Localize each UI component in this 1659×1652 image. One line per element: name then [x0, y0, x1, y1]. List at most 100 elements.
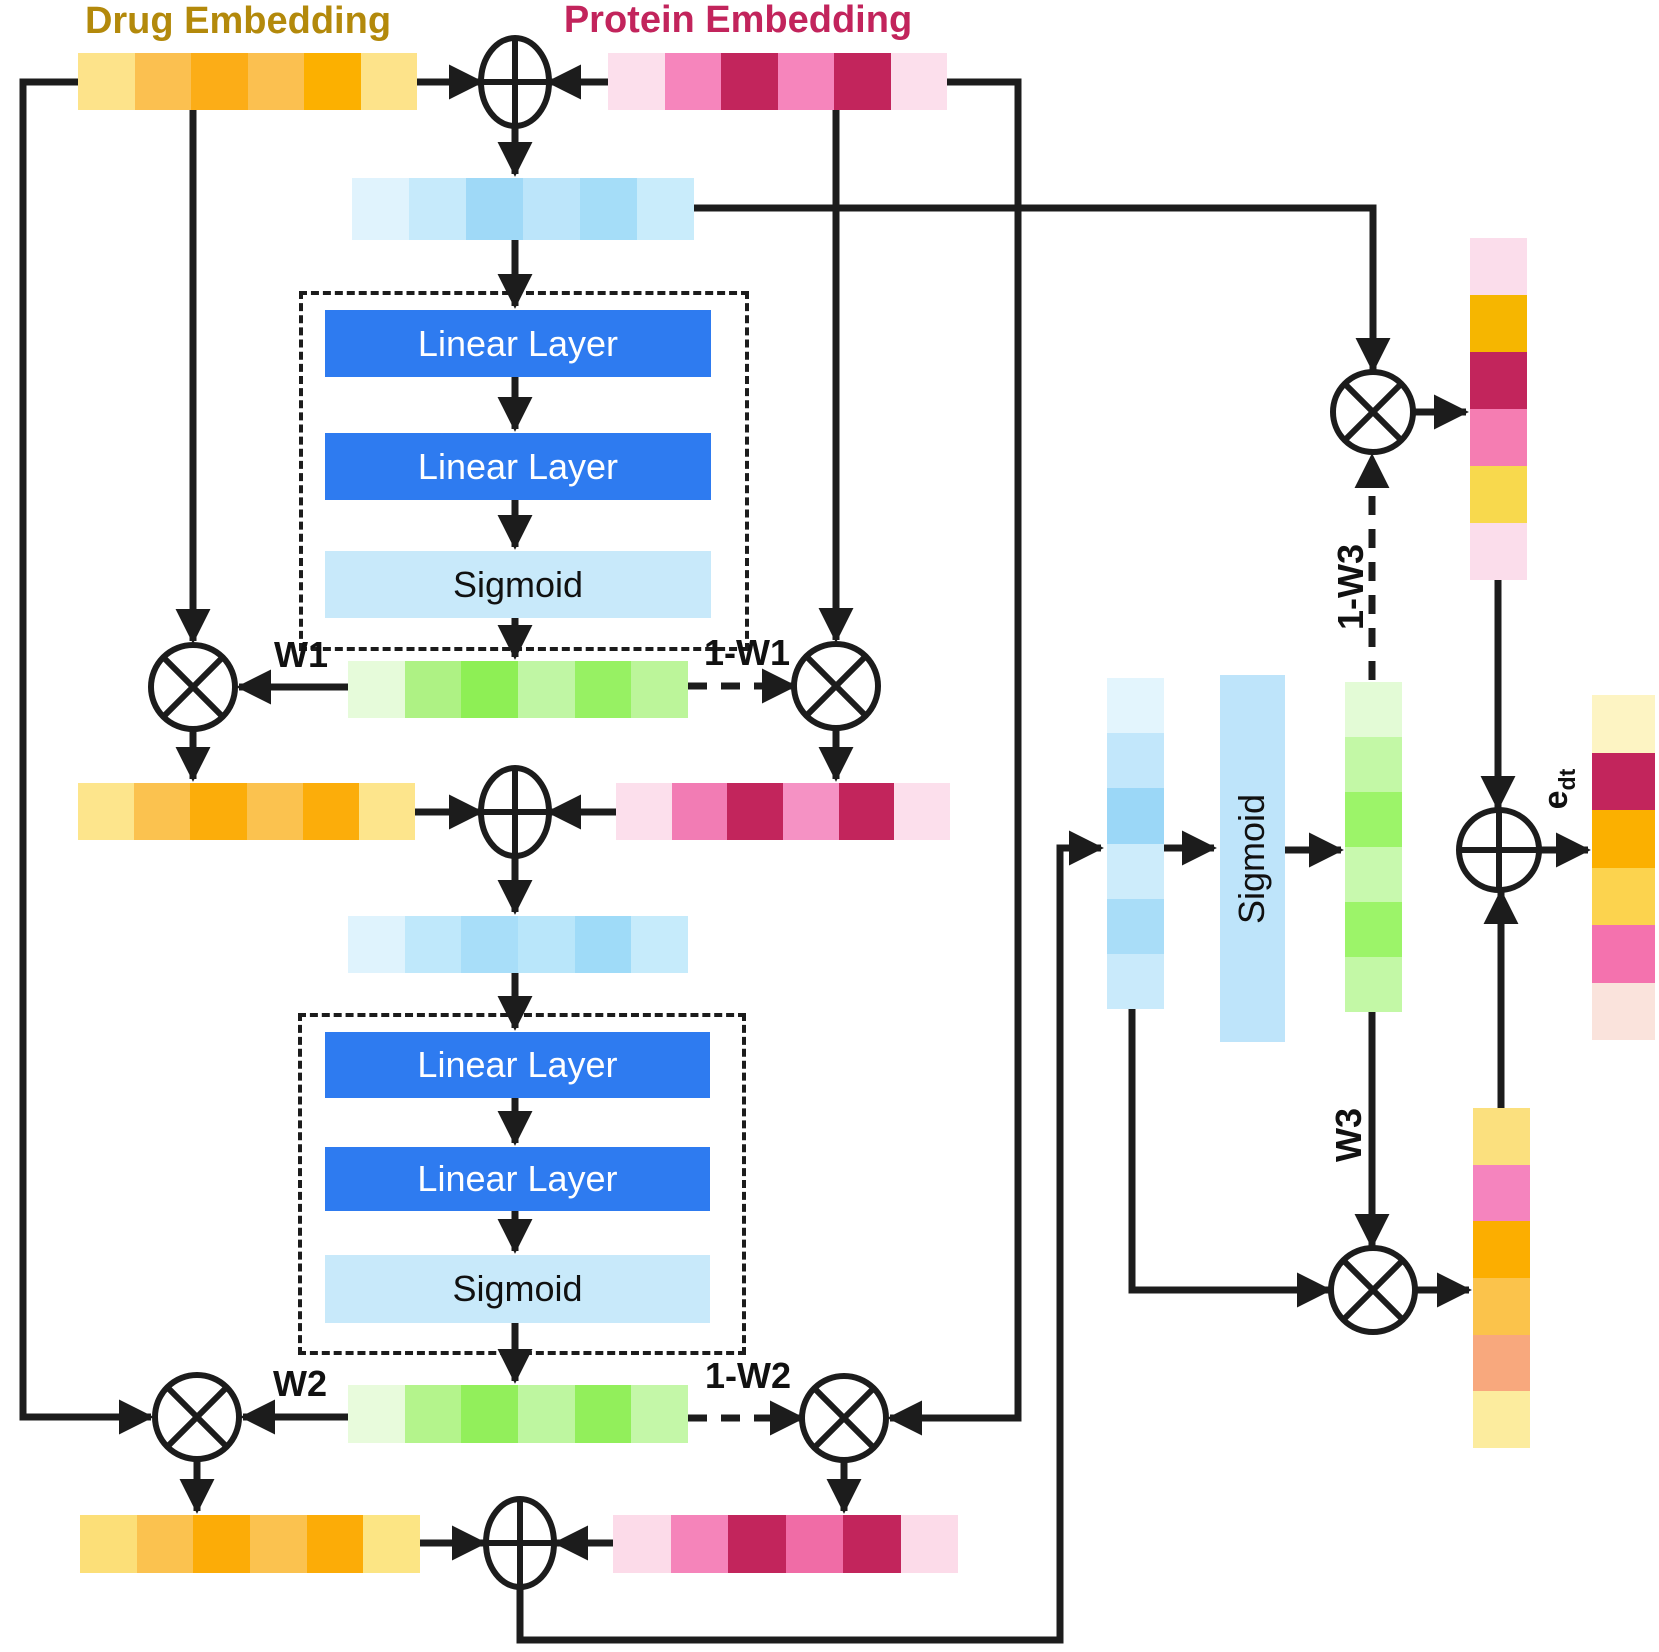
sigmoid-box-2: Sigmoid: [325, 1255, 710, 1323]
gate-weights-bar-2: [348, 1385, 689, 1443]
drug-embedding-bar-1: [78, 53, 417, 110]
fused-embedding-bar-1-cell-5: [580, 178, 637, 240]
gate-weights-bar-2-cell-1: [348, 1385, 405, 1443]
fused-embedding-bar-1: [352, 178, 694, 240]
drug-embedding-bar-3-cell-5: [306, 1515, 364, 1573]
one-minus-w3-label: 1-W3: [1330, 543, 1371, 631]
protein-embedding-bar-1-cell-3: [721, 53, 778, 110]
output-embedding-bar-cell-6: [1592, 982, 1655, 1040]
protein-embedding-bar-3: [613, 1515, 958, 1573]
drug-embedding-bar-2-cell-3: [190, 783, 247, 840]
weighted-mix-bar-top-cell-6: [1470, 523, 1527, 580]
sigmoid-box-3-label: Sigmoid: [1231, 793, 1273, 924]
protein-embedding-bar-3-cell-3: [728, 1515, 786, 1573]
weighted-mix-bar-bottom-cell-2: [1473, 1164, 1530, 1222]
multiply-op-w1-multiply-icon: [148, 642, 238, 732]
weighted-mix-bar-bottom-cell-5: [1473, 1334, 1530, 1392]
fused-embedding-bar-3: [1107, 678, 1164, 1010]
drug-embedding-bar-2: [78, 783, 416, 840]
gate-weights-bar-1: [348, 661, 689, 718]
weighted-mix-bar-top-cell-5: [1470, 466, 1527, 523]
fused-embedding-bar-1-cell-2: [409, 178, 466, 240]
drug-embedding-bar-2-cell-1: [78, 783, 135, 840]
output-embedding-bar-cell-4: [1592, 867, 1655, 925]
drug-embedding-bar-1-cell-3: [191, 53, 248, 110]
drug-embedding-bar-1-cell-1: [78, 53, 135, 110]
output-embedding-bar-cell-5: [1592, 925, 1655, 983]
fused-embedding-bar-2-cell-2: [404, 916, 462, 973]
fused-embedding-bar-2: [348, 916, 689, 973]
weighted-mix-bar-bottom-cell-6: [1473, 1391, 1530, 1449]
weighted-mix-bar-top-cell-3: [1470, 352, 1527, 409]
fused-embedding-bar-2-cell-1: [348, 916, 405, 973]
edge-drug1-skip-to-mulw2: [19, 78, 154, 1435]
output-embedding-bar-cell-1: [1592, 695, 1655, 753]
linear-layer-2b: Linear Layer: [325, 1147, 710, 1211]
drug-embedding-bar-2-cell-5: [302, 783, 359, 840]
protein-embedding-bar-3-cell-5: [843, 1515, 901, 1573]
linear-layer-2a: Linear Layer: [325, 1032, 710, 1098]
one-minus-w1-label: 1-W1: [703, 632, 791, 673]
fused-embedding-bar-3-cell-5: [1107, 898, 1164, 954]
protein-embedding-bar-1-cell-6: [890, 53, 947, 110]
drug-embedding-bar-1-cell-2: [134, 53, 191, 110]
drug-embedding-title: Drug Embedding: [84, 0, 392, 42]
protein-embedding-bar-2-cell-6: [894, 783, 951, 840]
gate-weights-bar-3-cell-4: [1345, 847, 1402, 902]
fused-embedding-bar-3-cell-3: [1107, 788, 1164, 844]
drug-embedding-bar-3-cell-3: [193, 1515, 251, 1573]
sigmoid-box-1: Sigmoid: [325, 551, 711, 618]
weighted-mix-bar-bottom-cell-1: [1473, 1108, 1530, 1165]
weighted-mix-bar-bottom: [1473, 1108, 1530, 1449]
edt-base: e: [1537, 790, 1576, 810]
fused-embedding-bar-2-cell-6: [631, 916, 689, 973]
fused-embedding-bar-2-cell-3: [461, 916, 519, 973]
drug-embedding-bar-2-cell-2: [134, 783, 191, 840]
linear-layer-2a-label: Linear Layer: [417, 1044, 618, 1085]
multiply-op-1mw3-multiply-icon: [1330, 369, 1416, 455]
multiply-op-w3-multiply-icon: [1328, 1245, 1418, 1335]
add-op-1-add-icon: [478, 35, 552, 129]
edt-subscript: dt: [1553, 768, 1580, 791]
drug-embedding-bar-2-cell-6: [358, 783, 416, 840]
w1-label: W1: [274, 634, 328, 675]
sigmoid-box-2-label: Sigmoid: [452, 1268, 583, 1309]
fused-embedding-bar-3-cell-1: [1107, 678, 1164, 734]
drug-embedding-bar-1-cell-4: [247, 53, 304, 110]
w2-label: W2: [273, 1363, 327, 1404]
gate-weights-bar-1-cell-1: [348, 661, 405, 718]
weighted-mix-bar-top-cell-1: [1470, 238, 1527, 295]
one-minus-w2-label: 1-W2: [704, 1355, 792, 1396]
multiply-op-1mw2-multiply-icon: [799, 1373, 889, 1463]
protein-embedding-bar-3-cell-4: [785, 1515, 843, 1573]
linear-layer-2b-label: Linear Layer: [417, 1158, 618, 1199]
protein-embedding-bar-2-cell-2: [671, 783, 728, 840]
edge-add3-to-fused3: [516, 830, 1104, 1644]
gate-weights-bar-2-cell-2: [404, 1385, 462, 1443]
weighted-mix-bar-top-cell-2: [1470, 295, 1527, 352]
gate-weights-bar-2-cell-4: [518, 1385, 575, 1443]
protein-embedding-bar-1-cell-2: [664, 53, 721, 110]
w3-label: W3: [1328, 1108, 1369, 1162]
output-embedding-bar-cell-3: [1592, 810, 1655, 868]
drug-embedding-bar-3-cell-2: [136, 1515, 194, 1573]
drug-embedding-bar-2-cell-4: [246, 783, 303, 840]
gate-weights-bar-3-cell-6: [1345, 957, 1402, 1012]
drug-embedding-bar-3: [80, 1515, 421, 1573]
add-op-3-add-icon: [483, 1496, 557, 1590]
gate-weights-bar-2-cell-5: [574, 1385, 632, 1443]
protein-embedding-title: Protein Embedding: [563, 0, 913, 41]
protein-embedding-bar-1-cell-1: [608, 53, 665, 110]
drug-embedding-bar-3-cell-4: [250, 1515, 307, 1573]
edge-protein1-skip-to-mul1mw2: [887, 78, 1022, 1436]
protein-embedding-bar-1: [608, 53, 947, 110]
protein-embedding-bar-2-cell-3: [727, 783, 784, 840]
protein-embedding-bar-3-cell-1: [613, 1515, 671, 1573]
output-embedding-bar: [1592, 695, 1655, 1040]
linear-layer-1a: Linear Layer: [325, 310, 711, 377]
linear-layer-1a-label: Linear Layer: [417, 322, 619, 364]
linear-layer-1b-label: Linear Layer: [417, 445, 619, 487]
protein-embedding-bar-2-cell-4: [783, 783, 839, 840]
gate-weights-bar-3-cell-5: [1345, 902, 1402, 957]
